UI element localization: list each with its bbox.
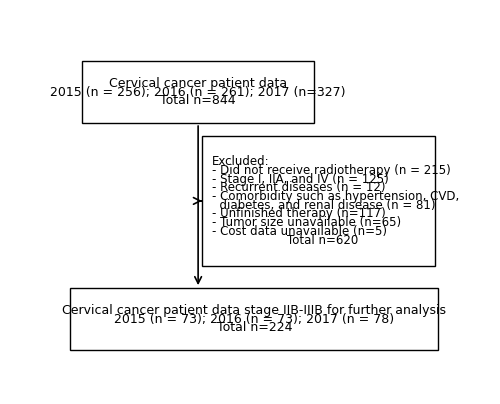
Text: - Stage I, IIA, and IV (n = 125): - Stage I, IIA, and IV (n = 125) xyxy=(212,173,388,185)
FancyBboxPatch shape xyxy=(202,136,434,266)
Text: Cervical cancer patient data: Cervical cancer patient data xyxy=(109,77,287,90)
Text: - Cost data unavailable (n=5): - Cost data unavailable (n=5) xyxy=(212,225,386,238)
Text: - Unfinished therapy (n=117): - Unfinished therapy (n=117) xyxy=(212,208,386,221)
Text: 2015 (n = 73); 2016 (n = 73); 2017 (n = 78): 2015 (n = 73); 2016 (n = 73); 2017 (n = … xyxy=(114,313,394,326)
Text: diabetes, and renal disease (n = 81): diabetes, and renal disease (n = 81) xyxy=(212,199,435,212)
Text: Total n=844: Total n=844 xyxy=(160,94,236,107)
Text: - Did not receive radiotherapy (n = 215): - Did not receive radiotherapy (n = 215) xyxy=(212,164,450,177)
Text: 2015 (n = 256); 2016 (n = 261); 2017 (n=327): 2015 (n = 256); 2016 (n = 261); 2017 (n=… xyxy=(50,86,346,99)
Text: - Recurrent diseases (n = 12): - Recurrent diseases (n = 12) xyxy=(212,181,385,194)
FancyBboxPatch shape xyxy=(70,288,438,350)
Text: Cervical cancer patient data stage IIB-IIIB for further analysis: Cervical cancer patient data stage IIB-I… xyxy=(62,304,446,317)
Text: - Comorbidity such as hypertension, CVD,: - Comorbidity such as hypertension, CVD, xyxy=(212,190,459,203)
FancyBboxPatch shape xyxy=(82,61,314,123)
Text: Excluded:: Excluded: xyxy=(212,155,270,168)
Text: - Tumor size unavailable (n=65): - Tumor size unavailable (n=65) xyxy=(212,216,401,229)
Text: Total n=620: Total n=620 xyxy=(212,234,358,246)
Text: Total n=224: Total n=224 xyxy=(216,321,292,335)
